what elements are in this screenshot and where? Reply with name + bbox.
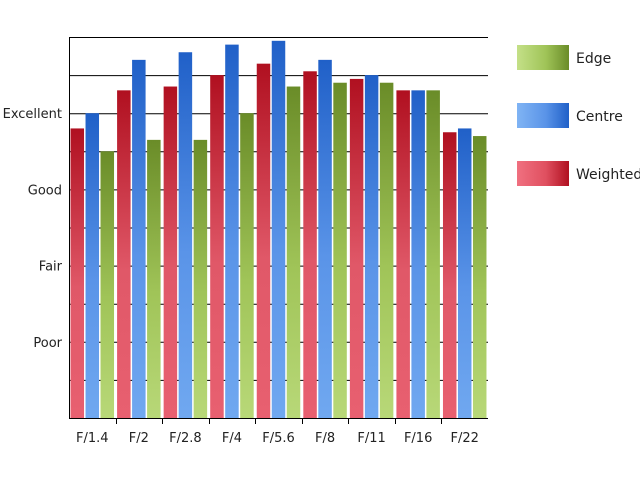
bar-edge-f28 [193, 139, 208, 418]
bar-weighted-f11 [349, 78, 364, 418]
bar-edge-f8 [333, 82, 347, 418]
bar-edge-f11 [379, 82, 394, 418]
bar-centre-f14 [85, 113, 100, 418]
bar-weighted-f22 [442, 132, 457, 418]
bar-centre-f16 [411, 90, 425, 418]
x-tick-label: F/16 [404, 431, 432, 446]
x-tick-label: F/11 [357, 431, 385, 446]
bar-centre-f28 [178, 52, 193, 419]
bar-edge-f56 [286, 86, 301, 418]
bar-weighted-f56 [256, 63, 271, 419]
bar-weighted-f2 [117, 90, 131, 418]
bar-edge-f2 [147, 139, 161, 418]
x-tick-label: F/2 [129, 431, 149, 446]
legend-label: Centre [576, 109, 623, 125]
y-tick-label: Good [28, 183, 62, 198]
legend-item-centre: Centre [517, 103, 623, 128]
bars [70, 40, 487, 419]
bar-centre-f11 [364, 75, 379, 418]
legend-label: Edge [576, 51, 611, 67]
bar-weighted-f28 [163, 86, 178, 418]
legend: Edge Centre Weighted [517, 45, 640, 186]
bar-edge-f14 [100, 151, 115, 419]
bar-centre-f8 [318, 59, 332, 419]
bar-weighted-f4 [210, 75, 224, 418]
bar-weighted-f14 [70, 128, 85, 418]
y-tick-label: Fair [39, 260, 63, 275]
x-tick-label: F/5.6 [262, 431, 295, 446]
bar-edge-f4 [240, 113, 254, 418]
x-tick-label: F/2.8 [169, 431, 202, 446]
x-tick-label: F/8 [315, 431, 335, 446]
bar-edge-f22 [472, 136, 487, 418]
legend-item-edge: Edge [517, 45, 611, 70]
legend-label: Weighted [576, 167, 640, 183]
legend-swatch [517, 45, 569, 70]
legend-item-weighted: Weighted [517, 161, 640, 186]
y-tick-labels: Poor Fair Good Excellent [3, 107, 63, 351]
axes [69, 37, 488, 424]
bar-centre-f56 [271, 40, 286, 419]
x-tick-label: F/4 [222, 431, 242, 446]
bar-centre-f2 [132, 59, 146, 419]
x-tick-label: F/22 [451, 431, 479, 446]
x-tick-label: F/1.4 [76, 431, 109, 446]
y-tick-label: Poor [33, 336, 62, 351]
legend-swatch [517, 103, 569, 128]
y-tick-label: Excellent [3, 107, 62, 122]
bar-centre-f22 [457, 128, 472, 418]
bar-weighted-f16 [396, 90, 410, 418]
bar-weighted-f8 [303, 71, 317, 418]
x-tick-labels: F/1.4 F/2 F/2.8 F/4 F/5.6 F/8 F/11 F/16 F/22 [76, 431, 479, 446]
legend-swatch [517, 161, 569, 186]
bar-edge-f16 [426, 90, 440, 418]
bar-centre-f4 [225, 44, 239, 419]
